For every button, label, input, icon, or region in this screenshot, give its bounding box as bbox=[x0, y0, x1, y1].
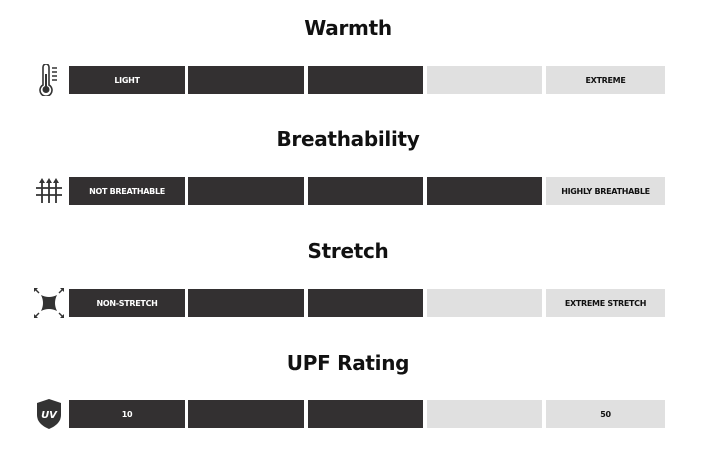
segment bbox=[308, 66, 423, 94]
segment bbox=[188, 289, 304, 317]
segment: EXTREME STRETCH bbox=[546, 289, 665, 317]
stretch-arrows-icon bbox=[34, 288, 64, 318]
thermometer-icon bbox=[39, 64, 57, 96]
breathability-rating: NOT BREATHABLE HIGHLY BREATHABLE bbox=[33, 177, 673, 205]
segment bbox=[308, 177, 423, 205]
min-label: LIGHT bbox=[114, 75, 140, 85]
stretch-title: Stretch bbox=[307, 239, 389, 263]
max-label: 50 bbox=[600, 409, 611, 419]
min-label: NOT BREATHABLE bbox=[89, 186, 165, 196]
min-label: NON-STRETCH bbox=[96, 298, 158, 308]
segment: NON-STRETCH bbox=[69, 289, 185, 317]
segment bbox=[308, 289, 423, 317]
segment: LIGHT bbox=[69, 66, 185, 94]
segment bbox=[188, 177, 304, 205]
segment bbox=[188, 400, 304, 428]
segment bbox=[427, 289, 542, 317]
uv-text: UV bbox=[41, 410, 58, 421]
segment bbox=[427, 177, 542, 205]
warmth-rating: LIGHT EXTREME bbox=[33, 64, 673, 96]
max-label: HIGHLY BREATHABLE bbox=[561, 186, 650, 196]
segment bbox=[188, 66, 304, 94]
segment: 10 bbox=[69, 400, 185, 428]
max-label: EXTREME STRETCH bbox=[564, 298, 647, 308]
segment: EXTREME bbox=[546, 66, 665, 94]
warmth-title: Warmth bbox=[304, 16, 392, 40]
segment: 50 bbox=[546, 400, 665, 428]
upf-rating: UV 10 50 bbox=[33, 399, 673, 429]
stretch-rating: NON-STRETCH EXTREME STRETCH bbox=[33, 288, 673, 318]
min-label: 10 bbox=[121, 409, 133, 419]
segment: NOT BREATHABLE bbox=[69, 177, 185, 205]
max-label: EXTREME bbox=[585, 75, 626, 85]
segment bbox=[308, 400, 423, 428]
uv-shield-icon: UV bbox=[37, 399, 61, 429]
segment bbox=[427, 66, 542, 94]
breathability-title: Breathability bbox=[276, 127, 420, 151]
breathable-arrows-icon bbox=[36, 178, 62, 203]
segment: HIGHLY BREATHABLE bbox=[546, 177, 665, 205]
segment bbox=[427, 400, 542, 428]
upf-title: UPF Rating bbox=[286, 351, 410, 375]
